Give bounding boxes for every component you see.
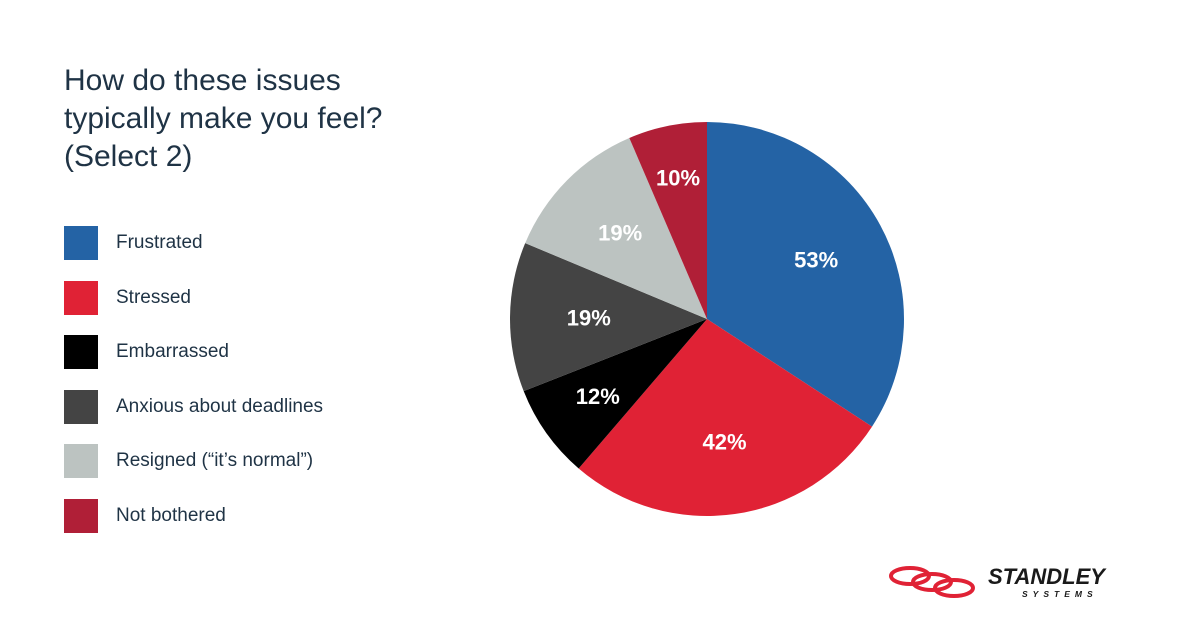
legend-label: Frustrated [116, 232, 203, 253]
legend-item: Stressed [64, 280, 323, 315]
legend-swatch [64, 226, 98, 260]
legend-label: Resigned (“it’s normal”) [116, 450, 314, 472]
legend-item: Embarrassed [64, 335, 323, 370]
legend-label: Stressed [116, 286, 191, 308]
pie-slice [707, 122, 904, 427]
pie-slice-label: 53% [794, 247, 838, 272]
pie-slice [510, 243, 707, 392]
pie-slice [523, 319, 707, 469]
standley-systems-logo: STANDLEY SYSTEMS [889, 564, 1107, 599]
pie-slice [629, 122, 707, 319]
legend-swatch [64, 280, 98, 315]
legend-swatch [64, 335, 98, 370]
logo-brand-text: STANDLEY [988, 564, 1107, 589]
pie-slice-label: 12% [576, 384, 620, 409]
pie-slice-label: 19% [598, 221, 642, 246]
legend: Frustrated Stressed Embarrassed Anxious abo… [64, 226, 323, 554]
legend-item: Frustrated [64, 226, 323, 260]
logo-subtitle-text: SYSTEMS [1022, 589, 1098, 599]
legend-label: Anxious about deadlines [116, 395, 324, 417]
legend-label: Not bothered [116, 504, 226, 526]
pie-slice-label: 10% [656, 166, 700, 191]
pie-slice [578, 319, 873, 516]
logo-mark-icon [889, 566, 975, 598]
legend-swatch [64, 498, 98, 533]
legend-swatch [64, 444, 98, 479]
legend-item: Anxious about deadlines [64, 389, 324, 424]
legend-label: Embarrassed [116, 341, 229, 363]
legend-swatch [64, 389, 98, 424]
pie-slice-label: 42% [703, 429, 747, 454]
chart-title: How do these issues typically make you f… [64, 64, 383, 173]
pie-slice [525, 137, 707, 319]
legend-item: Not bothered [64, 498, 323, 533]
legend-item: Resigned (“it’s normal”) [64, 444, 323, 479]
pie-slice-label: 19% [567, 305, 611, 330]
